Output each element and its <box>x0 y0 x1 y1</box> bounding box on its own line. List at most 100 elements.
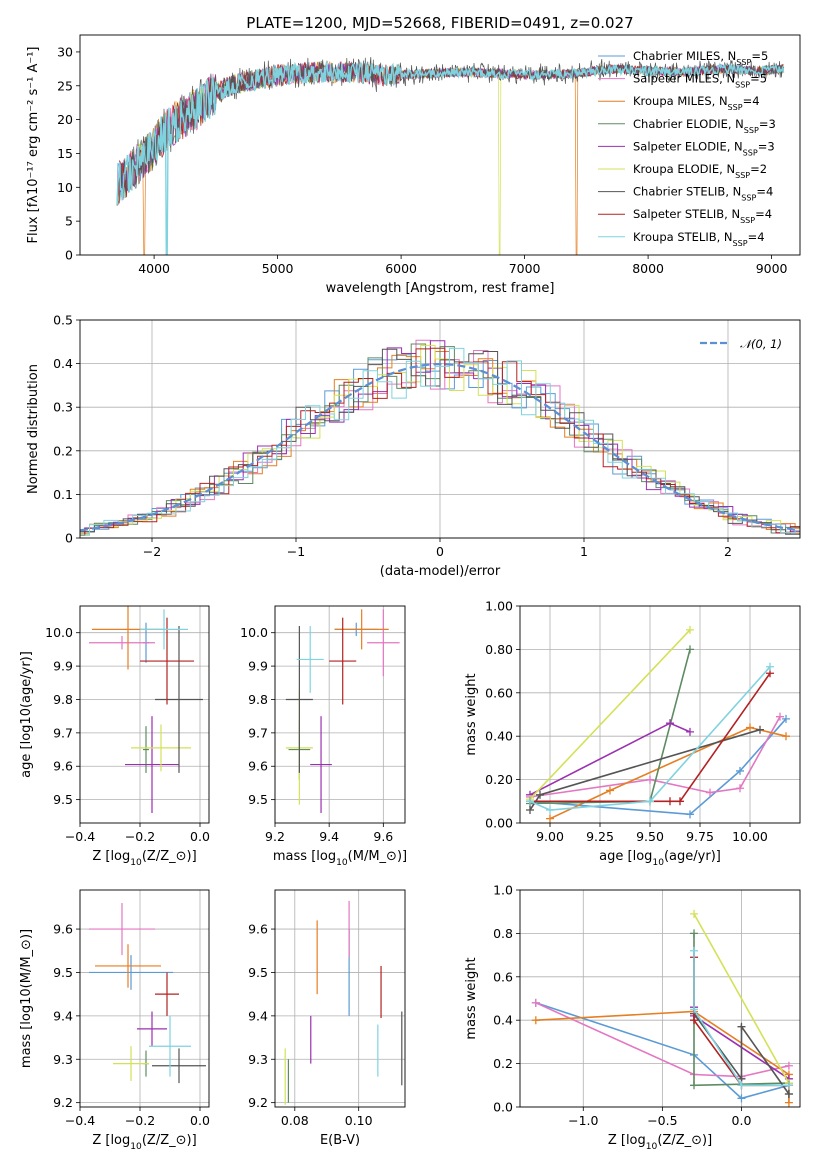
weight_vs_age-chabrier-stelib-line <box>529 728 761 811</box>
weight_vs_age-salpeter-miles-marker <box>776 712 784 721</box>
weight_vs_Z-kroupa-stelib-marker <box>690 946 699 955</box>
age_vs_mass-ytick-label: 9.8 <box>248 692 268 707</box>
age_vs_Z-ytick-label: 9.6 <box>53 759 73 774</box>
weight_vs_Z-chabrier-miles-marker <box>737 1094 746 1103</box>
weight_vs_Z-series <box>531 909 793 1107</box>
weight_vs_Z-chabrier-elodie-marker <box>690 929 699 938</box>
weight_vs_age-kroupa-miles-marker <box>546 814 554 823</box>
weight_vs_age-kroupa-elodie-marker <box>686 625 694 634</box>
weight_vs_age-ytick-label: 0.40 <box>485 729 513 744</box>
spectrum-xtick-label: 5000 <box>262 261 294 276</box>
age_vs_Z-points <box>89 606 203 813</box>
weight_vs_Z-kroupa-elodie-marker <box>690 909 699 918</box>
spectrum-ytick-label: 30 <box>57 44 73 59</box>
legend-label-6: Chabrier STELIB, NSSP=4 <box>633 185 773 203</box>
weight_vs_age-chabrier-stelib-marker <box>756 725 764 734</box>
spectrum-xtick-label: 6000 <box>385 261 417 276</box>
weight_vs_age-kroupa-miles-marker <box>606 786 614 795</box>
weight_vs_age-chabrier-stelib-marker <box>526 805 534 814</box>
mass_vs_EBV-xlabel: E(B-V) <box>320 1133 360 1148</box>
age_vs_Z-xtick-label: −0.4 <box>65 829 95 844</box>
age_vs_mass-xtick-label: 9.4 <box>319 829 339 844</box>
weight_vs_age-kroupa-stelib-marker <box>526 797 534 806</box>
weight_vs_Z-salpeter-stelib-marker <box>690 1016 699 1025</box>
weight_vs_age-kroupa-miles-marker <box>782 732 790 741</box>
age_vs_Z-ytick-label: 9.5 <box>53 792 73 807</box>
legend-label-1: Salpeter MILES, NSSP=5 <box>633 72 767 90</box>
weight_vs_age-frame <box>519 605 801 824</box>
weight_vs_age-salpeter-miles-marker <box>736 784 744 793</box>
weight_vs_age-kroupa-elodie-line <box>529 629 691 800</box>
spectrum-xtick-label: 4000 <box>138 261 170 276</box>
mass_vs_EBV-ytick-label: 9.2 <box>248 1095 268 1110</box>
mass_vs_Z-ytick-label: 9.5 <box>53 965 73 980</box>
age_vs_mass-ytick-label: 9.5 <box>248 792 268 807</box>
weight_vs_Z-frame <box>519 889 801 1108</box>
age_vs_Z-xlabel: Z [log10(Z/Z_⊙)] <box>92 849 196 868</box>
spectrum-series-kroupa-stelib <box>116 61 785 255</box>
residual-hist-salpeter-stelib <box>80 347 800 536</box>
weight_vs_age-chabrier-stelib-marker <box>536 790 544 799</box>
weight_vs_Z-xtick-label: −1.0 <box>568 1113 598 1128</box>
legend-label-gauss: 𝒩(0, 1) <box>740 337 782 351</box>
weight_vs_age-kroupa-miles-line <box>549 726 787 820</box>
weight_vs_age-kroupa-stelib-marker <box>766 662 774 671</box>
spectrum-ytick-label: 10 <box>57 180 73 195</box>
mass_vs_EBV-ytick-label: 9.3 <box>248 1052 268 1067</box>
legend-label-0: Chabrier MILES, NSSP=5 <box>633 49 768 67</box>
mass_vs_Z-ytick-label: 9.2 <box>53 1095 73 1110</box>
spectrum-xlabel: wavelength [Angstrom, rest frame] <box>326 281 555 296</box>
residuals-ytick-label: 0.1 <box>53 487 73 502</box>
weight_vs_age-xlabel: age [log10(age/yr)] <box>599 849 721 868</box>
age_vs_mass-xtick-label: 9.6 <box>373 829 393 844</box>
mass_vs_Z-ylabel: mass [log10(M/M_⊙)] <box>19 929 34 1068</box>
residuals-ytick-label: 0.5 <box>53 313 73 328</box>
legend-label-4: Salpeter ELODIE, NSSP=3 <box>633 139 775 157</box>
weight_vs_Z-ytick-label: 0.0 <box>493 1100 513 1115</box>
weight_vs_age-kroupa-miles-marker <box>746 723 754 732</box>
mass_vs_EBV-ytick-label: 9.5 <box>248 965 268 980</box>
weight_vs_Z-kroupa-miles-marker <box>784 1098 793 1107</box>
weight_vs_Z-xlabel: Z [log10(Z/Z_⊙)] <box>608 1133 712 1152</box>
residuals-xtick-label: −2 <box>143 544 161 559</box>
legend-label-2: Kroupa MILES, NSSP=4 <box>633 94 760 112</box>
weight_vs_age-salpeter-elodie-marker <box>666 719 674 728</box>
mass_vs_Z-ytick-label: 9.4 <box>53 1008 73 1023</box>
weight_vs_age-ytick-label: 0.60 <box>485 685 513 700</box>
age_vs_mass-points <box>285 609 400 813</box>
weight_vs_age-ytick-label: 0.20 <box>485 772 513 787</box>
age_vs_Z-xtick-label: 0.0 <box>190 829 210 844</box>
spectrum-series-chabrier-stelib <box>116 56 785 202</box>
weight_vs_age-ytick-label: 1.00 <box>485 599 513 614</box>
spectrum-title: PLATE=1200, MJD=52668, FIBERID=0491, z=0… <box>246 14 633 32</box>
weight_vs_age-xtick-label: 9.25 <box>586 829 614 844</box>
legend-label-7: Salpeter STELIB, NSSP=4 <box>633 207 772 225</box>
age_vs_Z-ytick-label: 9.9 <box>53 659 73 674</box>
weight_vs_age-chabrier-elodie-line <box>529 649 691 805</box>
legend-label-5: Kroupa ELODIE, NSSP=2 <box>633 162 767 180</box>
weight_vs_Z-kroupa-stelib-marker <box>784 1081 793 1090</box>
weight_vs_Z-ylabel: mass weight <box>464 957 479 1039</box>
residuals-xtick-label: −1 <box>287 544 305 559</box>
spectrum-ytick-label: 0 <box>65 248 73 263</box>
weight_vs_age-ytick-label: 0.00 <box>485 816 513 831</box>
weight_vs_Z-ytick-label: 0.4 <box>493 1013 513 1028</box>
age_vs_Z-ytick-label: 10.0 <box>45 625 73 640</box>
age_vs_mass-ytick-label: 10.0 <box>240 625 268 640</box>
spectrum-ytick-label: 15 <box>57 146 73 161</box>
weight_vs_Z-ytick-label: 1.0 <box>493 883 513 898</box>
residuals-xlabel: (data-model)/error <box>380 564 501 579</box>
mass_vs_Z-xlabel: Z [log10(Z/Z_⊙)] <box>92 1133 196 1152</box>
mass_vs_EBV-ytick-label: 9.6 <box>248 922 268 937</box>
mass_vs_Z-xtick-label: −0.4 <box>65 1113 95 1128</box>
spectrum-ytick-label: 25 <box>57 78 73 93</box>
weight_vs_age-chabrier-miles-marker <box>686 810 694 819</box>
residuals-xtick-label: 1 <box>580 544 588 559</box>
weight_vs_age-xtick-label: 9.00 <box>536 829 564 844</box>
weight_vs_age-xtick-label: 10.00 <box>732 829 768 844</box>
spectrum-xtick-label: 7000 <box>509 261 541 276</box>
weight_vs_Z-ytick-label: 0.6 <box>493 969 513 984</box>
residuals-ytick-label: 0.4 <box>53 356 73 371</box>
residuals-ytick-label: 0.2 <box>53 443 73 458</box>
age_vs_mass-ytick-label: 9.7 <box>248 725 268 740</box>
